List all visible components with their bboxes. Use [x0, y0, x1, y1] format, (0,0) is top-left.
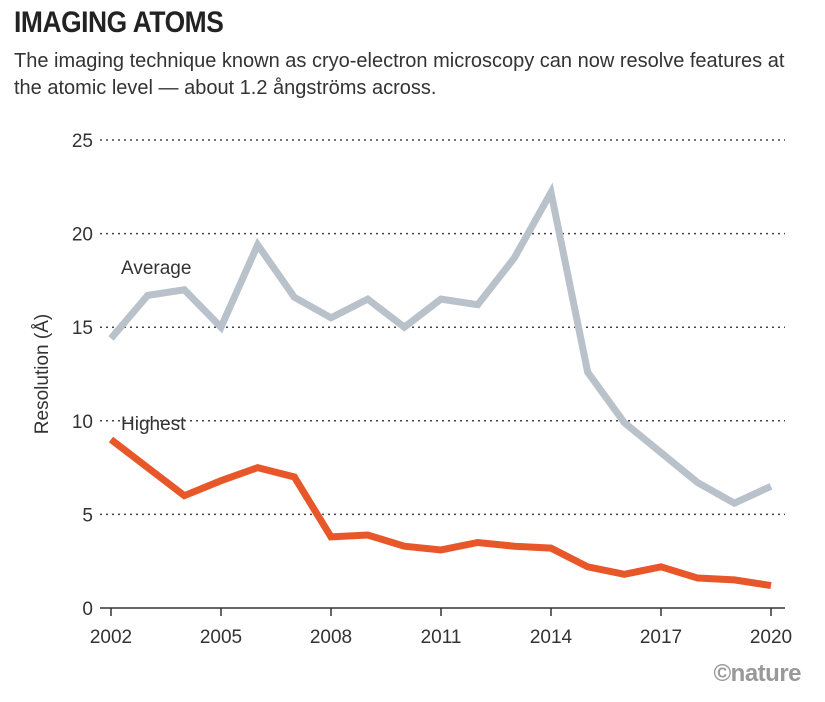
series-label-average: Average [121, 258, 191, 279]
x-tick-label: 2017 [640, 627, 682, 648]
y-tick-label: 20 [72, 225, 93, 246]
x-tick-label: 2011 [421, 627, 462, 648]
x-tick-label: 2008 [310, 627, 352, 648]
chart-title: IMAGING ATOMS [14, 6, 224, 39]
x-tick-label: 2020 [750, 627, 792, 648]
x-tick-label: 2005 [200, 627, 242, 648]
series-line-average [108, 182, 773, 508]
y-axis-label: Resolution (Å) [32, 314, 53, 434]
x-tick-label: 2014 [530, 627, 573, 648]
nature-credit: ©nature [713, 660, 801, 687]
chart-subtitle: The imaging technique known as cryo-elec… [14, 50, 785, 99]
y-tick-label: 10 [72, 412, 93, 433]
y-tick-label: 15 [72, 318, 93, 339]
y-tick-label: 25 [72, 131, 93, 152]
y-tick-label: 5 [82, 505, 93, 526]
y-tick-label: 0 [82, 599, 93, 620]
x-tick-label: 2002 [90, 627, 132, 648]
series-label-highest: Highest [121, 414, 186, 435]
